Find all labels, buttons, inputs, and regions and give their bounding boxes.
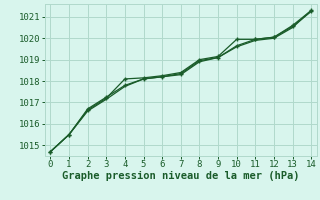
X-axis label: Graphe pression niveau de la mer (hPa): Graphe pression niveau de la mer (hPa) [62,171,300,181]
